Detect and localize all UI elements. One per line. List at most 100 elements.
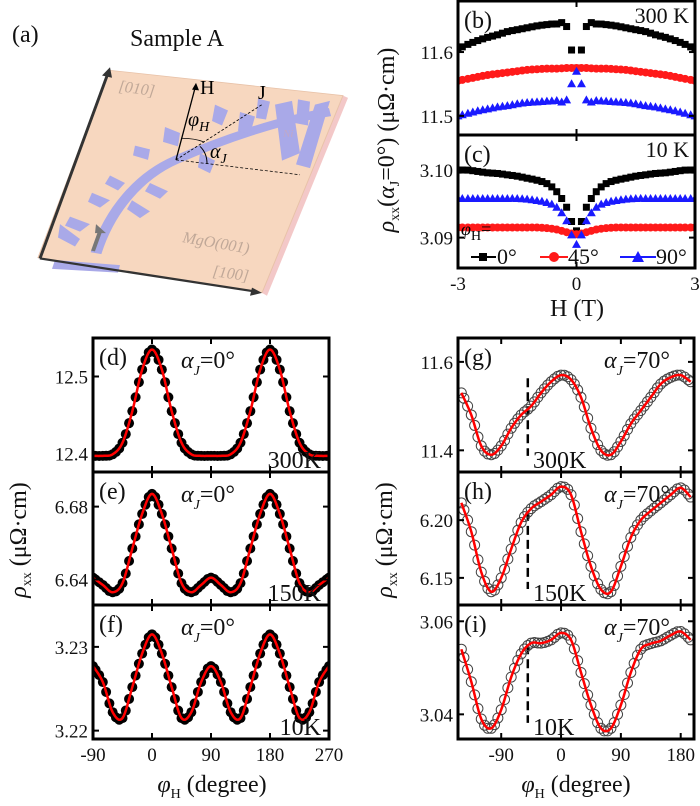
- data-point-open-circle: [625, 531, 637, 543]
- panel-label-d: (d): [99, 345, 127, 371]
- data-point-open-circle: [528, 500, 540, 512]
- data-point-open-circle: [535, 387, 547, 399]
- data-point-open-circle: [458, 497, 467, 509]
- plot-area-g: [458, 369, 694, 461]
- data-point-open-circle: [542, 491, 554, 503]
- data-point-open-circle: [668, 486, 680, 498]
- panel-label-a: (a): [12, 22, 39, 48]
- data-point-open-circle: [641, 508, 653, 520]
- panel-label-h: (h): [464, 479, 492, 505]
- alpha-symbol: α: [604, 482, 617, 508]
- data-point-open-circle: [545, 634, 557, 646]
- data-point-open-circle: [678, 484, 690, 496]
- alpha-subscript: J: [194, 498, 201, 513]
- data-point-open-circle: [492, 579, 504, 591]
- data-point-open-circle: [522, 639, 534, 651]
- axis-010-label: [010]: [117, 78, 155, 100]
- data-point-square: [637, 27, 645, 35]
- data-point-open-circle: [655, 497, 667, 509]
- data-point-triangle: [581, 216, 591, 225]
- x-tick-label: 180: [256, 745, 285, 766]
- axis-100-label: [100]: [211, 263, 249, 285]
- data-point-square: [592, 188, 600, 196]
- data-point-square: [671, 167, 679, 175]
- y-tick-label: 12.4: [55, 445, 89, 466]
- data-point-open-circle: [482, 582, 494, 594]
- top-y-axis-label: ρxx(αJ=0°) (μΩ·cm): [374, 48, 403, 234]
- plot-area-f: [93, 629, 329, 725]
- data-point-square: [508, 171, 516, 179]
- x-tick-label: 0: [556, 745, 566, 766]
- data-point-open-circle: [512, 654, 524, 666]
- data-point-open-circle: [499, 563, 511, 575]
- data-point-square: [577, 218, 585, 226]
- data-point-square: [582, 203, 590, 211]
- alpha-arc: [199, 146, 208, 164]
- alpha-value: =0°: [200, 482, 235, 508]
- data-point-open-circle: [545, 376, 557, 388]
- fit-line: [93, 348, 329, 458]
- data-point-square: [691, 45, 695, 53]
- data-point-triangle: [670, 106, 680, 115]
- panel-i: -90 0 90 180 3.04 3.06 (i) αJ=70° 10K: [420, 603, 696, 766]
- temperature-label: 300K: [533, 448, 587, 474]
- bottom-right-y-axis-label: ρxx(μΩ·cm): [372, 482, 401, 599]
- y-tick-label: 6.64: [55, 570, 89, 591]
- y-tick-label: 6.68: [55, 498, 88, 519]
- data-point-open-circle: [588, 431, 600, 443]
- x-tick-label: 0: [147, 745, 157, 766]
- data-point-triangle: [680, 108, 690, 117]
- data-point-square: [503, 171, 511, 179]
- plots: 11.511.6(b) 300 K-3 0 33.093.10(c) 10 K12.41…: [55, 0, 700, 766]
- data-point-square: [602, 21, 610, 29]
- panel-e: 6.64 6.68 (e) αJ=0° 150K: [55, 470, 331, 607]
- field-label: H: [200, 77, 214, 99]
- data-point-triangle: [557, 208, 567, 217]
- axis-010-arrow: [38, 72, 110, 259]
- data-point-open-circle: [479, 575, 491, 587]
- data-point-open-circle: [545, 489, 557, 501]
- data-point-square: [681, 166, 689, 174]
- data-point-square: [656, 32, 664, 40]
- x-tick-label: 0: [572, 274, 582, 295]
- data-point-square: [607, 21, 615, 29]
- data-point-open-circle: [568, 378, 580, 390]
- data-point-square: [484, 33, 492, 41]
- substrate-side: [262, 95, 348, 296]
- data-point-open-circle: [575, 391, 587, 403]
- data-point-triangle: [572, 66, 581, 75]
- data-point-square: [637, 171, 645, 179]
- legend-title: φH=: [461, 219, 491, 244]
- alpha-j-annotation: αJ=70°: [604, 615, 670, 646]
- axis-010-arrowhead: [102, 67, 112, 78]
- phi-arc: [180, 137, 205, 143]
- plot-area-d: [93, 344, 329, 461]
- x-tick-label: 90: [611, 745, 630, 766]
- data-point-open-circle: [465, 676, 477, 688]
- data-point-square: [652, 169, 659, 177]
- alpha-value: =70°: [623, 482, 670, 508]
- phi-h-label: φH: [188, 109, 210, 135]
- data-point-square: [489, 32, 497, 40]
- alpha-symbol: α: [181, 348, 194, 374]
- data-point-square: [538, 178, 546, 186]
- data-point-square: [622, 24, 630, 32]
- alpha-j-annotation: αJ=70°: [604, 348, 670, 379]
- data-point-open-circle: [515, 516, 527, 528]
- data-point-triangle: [542, 198, 552, 207]
- alpha-symbol: α: [604, 615, 617, 641]
- panel-g: 11.4 11.6 (g) αJ=70° 300K: [420, 336, 696, 474]
- data-point-square: [647, 29, 655, 37]
- data-point-open-circle: [622, 424, 634, 436]
- data-point-open-circle: [469, 419, 481, 431]
- data-point-square: [479, 35, 487, 43]
- data-point-square: [687, 43, 695, 51]
- data-point-open-circle: [518, 406, 530, 418]
- panel-label-i: (i): [464, 612, 487, 638]
- data-point-square: [533, 176, 541, 184]
- alpha-j-annotation: αJ=0°: [181, 348, 235, 379]
- panel-label-g: (g): [464, 345, 492, 371]
- x-tick-label: 90: [202, 745, 221, 766]
- fit-line: [93, 492, 329, 594]
- data-point-open-circle: [499, 694, 511, 706]
